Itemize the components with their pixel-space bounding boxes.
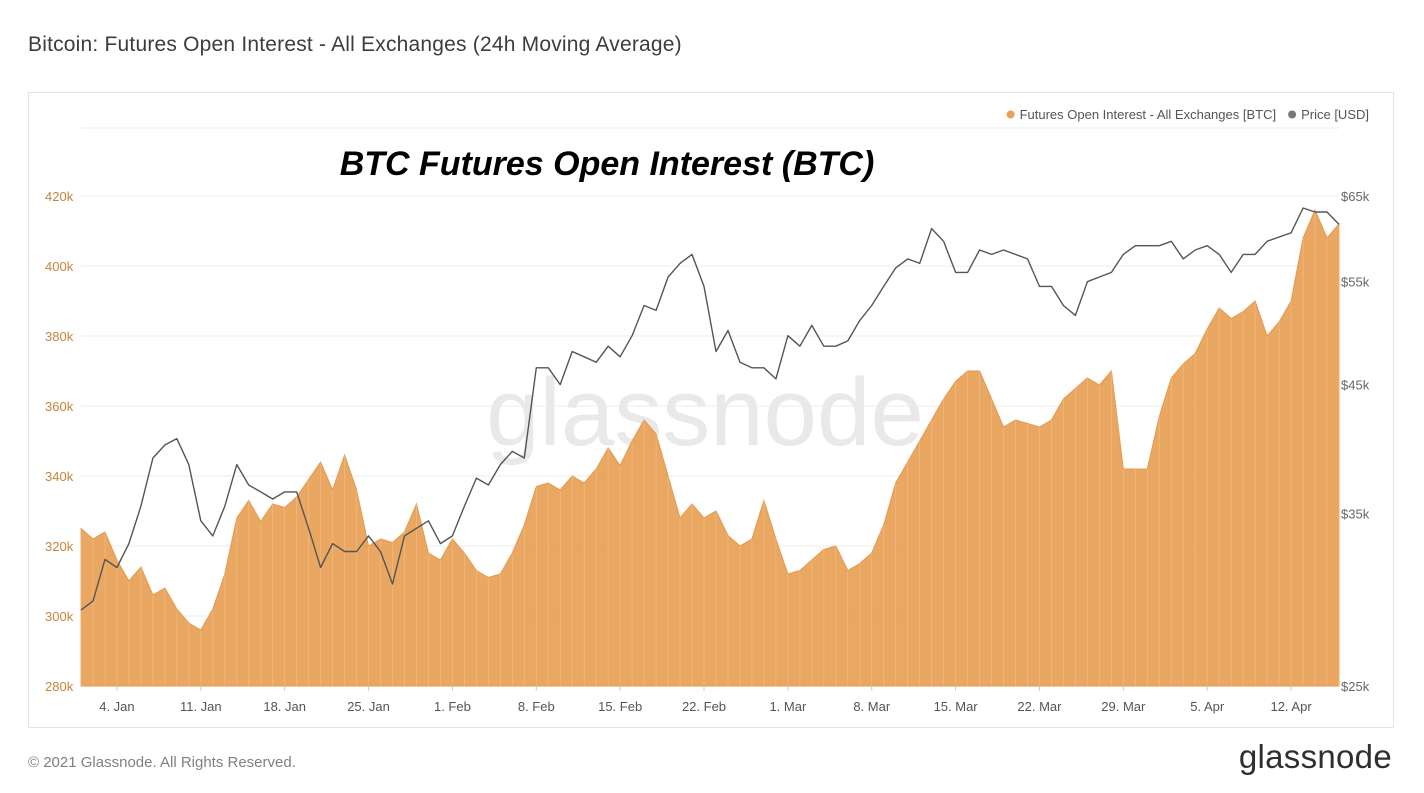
left-tick-label: 340k xyxy=(45,469,74,484)
page-title: Bitcoin: Futures Open Interest - All Exc… xyxy=(28,33,682,56)
x-tick-label: 12. Apr xyxy=(1270,699,1312,714)
x-tick-label: 5. Apr xyxy=(1190,699,1225,714)
watermark-text: glassnode xyxy=(486,359,924,466)
x-tick-label: 8. Feb xyxy=(518,699,555,714)
legend: Price [USD] Futures Open Interest - All E… xyxy=(1006,107,1369,122)
open-interest-chart: glassnode 280k 300k 320k 340k 360k 380k 400k 42… xyxy=(45,107,1370,714)
legend-label-price: Price [USD] xyxy=(1301,107,1369,122)
x-tick-label: 18. Jan xyxy=(263,699,306,714)
left-tick-label: 360k xyxy=(45,399,74,414)
legend-dot-open-interest xyxy=(1006,110,1015,119)
right-tick-label: $65k xyxy=(1341,189,1370,204)
x-tick-label: 11. Jan xyxy=(180,699,222,714)
x-tick-label: 15. Mar xyxy=(934,699,979,714)
left-tick-label: 280k xyxy=(45,679,74,694)
price-series xyxy=(80,207,1340,611)
left-tick-label: 380k xyxy=(45,329,74,344)
open-interest-series xyxy=(80,208,1340,687)
left-tick-label: 320k xyxy=(45,539,74,554)
left-axis: 280k 300k 320k 340k 360k 380k 400k 420k xyxy=(45,189,74,694)
x-tick-label: 8. Mar xyxy=(853,699,891,714)
x-axis: 4. Jan 11. Jan 18. Jan 25. Jan 1. Feb 8. Feb 1… xyxy=(99,686,1312,714)
chart-panel: glassnode 280k 300k 320k 340k 360k 380k 400k 42… xyxy=(28,92,1394,728)
left-tick-label: 400k xyxy=(45,259,74,274)
x-tick-label: 1. Feb xyxy=(434,699,471,714)
x-tick-label: 15. Feb xyxy=(598,699,642,714)
x-tick-label: 22. Feb xyxy=(682,699,726,714)
right-axis: $25k $35k $45k $55k $65k xyxy=(1341,189,1370,694)
right-tick-label: $55k xyxy=(1341,275,1370,290)
x-tick-label: 22. Mar xyxy=(1017,699,1062,714)
copyright-text: © 2021 Glassnode. All Rights Reserved. xyxy=(28,754,296,771)
chart-title: BTC Futures Open Interest (BTC) xyxy=(340,145,875,183)
left-tick-label: 300k xyxy=(45,609,74,624)
x-tick-label: 4. Jan xyxy=(99,699,134,714)
right-tick-label: $45k xyxy=(1341,378,1370,393)
glassnode-logo: glassnode xyxy=(1238,738,1392,775)
x-tick-label: 29. Mar xyxy=(1101,699,1146,714)
legend-dot-price xyxy=(1288,110,1297,119)
right-tick-label: $25k xyxy=(1341,679,1370,694)
x-tick-label: 25. Jan xyxy=(347,699,390,714)
right-tick-label: $35k xyxy=(1341,506,1370,521)
legend-label-open-interest: Futures Open Interest - All Exchanges [B… xyxy=(1020,107,1277,122)
left-tick-label: 420k xyxy=(45,189,74,204)
price-line xyxy=(80,207,1340,611)
x-tick-label: 1. Mar xyxy=(769,699,807,714)
